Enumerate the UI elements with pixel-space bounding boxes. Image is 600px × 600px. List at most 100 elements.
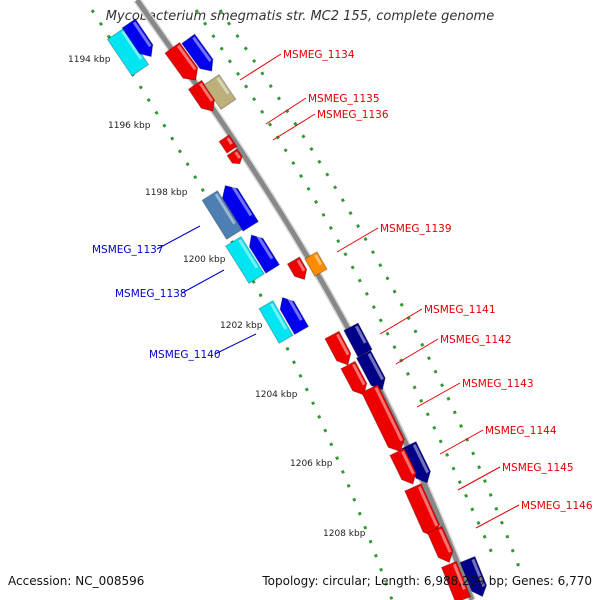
gene-small-2-highlight [234,151,241,159]
gene-msmeg-1148-shape [459,555,488,598]
gene-small-2 [226,148,243,165]
reverse-label-leader-0 [156,225,201,250]
gene-msmeg-1145-highlight [401,450,415,475]
gene-msmeg-1139-b-highlight [314,254,323,266]
tick-label-6: 1206 kbp [290,459,333,469]
forward-gene-label-2: MSMEG_1136 [317,109,389,121]
gene-msmeg-1137-a-highlight [214,193,236,225]
tick-label-2: 1198 kbp [145,188,188,198]
tick-label-4: 1202 kbp [220,321,263,331]
gene-msmeg-1147-highlight [452,563,466,590]
gene-msmeg-1146-b-highlight [438,528,452,553]
gene-msmeg-1144-highlight [412,444,430,474]
gene-msmeg-1146-a-highlight [417,486,439,527]
gene-msmeg-1140-b-shape [279,296,310,336]
reverse-gene-label-1: MSMEG_1138 [115,288,187,300]
genome-stats-text: Topology: circular; Length: 6,988,209 bp… [262,574,592,588]
forward-label-leader-7 [439,429,484,455]
forward-gene-label-9: MSMEG_1146 [521,500,593,512]
gene-msmeg-1135-highlight [199,82,214,102]
gene-rev-2-highlight [132,21,152,48]
gene-msmeg-1136-shape [203,73,237,111]
forward-label-leader-6 [416,382,461,408]
forward-label-leader-2 [272,113,316,141]
forward-gene-label-8: MSMEG_1145 [502,462,574,474]
gene-msmeg-1137-a-shape [201,190,243,240]
gene-msmeg-1139-a-shape [286,256,308,281]
gene-msmeg-1137-a [201,190,243,240]
accession-text: Accession: NC_008596 [8,574,145,588]
reverse-label-leader-1 [181,269,225,294]
gene-msmeg-1138-b-shape [248,234,281,274]
gene-msmeg-1137-b [221,183,260,232]
forward-label-leader-4 [379,308,423,335]
gene-msmeg-1147 [440,560,472,600]
gene-msmeg-1139-a [286,256,308,281]
gene-msmeg-1139-a-highlight [296,259,306,272]
gene-msmeg-1139-b-shape [304,251,328,277]
gene-msmeg-1147-shape [440,560,472,600]
gene-msmeg-1143-a-highlight [352,363,366,386]
gene-msmeg-1134-a-shape [164,41,199,81]
gene-msmeg-1146-b-shape [426,525,454,564]
gene-msmeg-1136-highlight [216,77,230,95]
gene-msmeg-1141 [324,330,352,366]
forward-gene-label-7: MSMEG_1144 [485,425,557,437]
gene-msmeg-1145 [389,447,417,485]
ruler-forward-line-outer [194,9,497,561]
forward-label-leader-0 [239,53,282,81]
forward-label-leader-9 [475,504,520,529]
gene-msmeg-1140-b-highlight [286,296,303,321]
tick-label-5: 1204 kbp [255,390,298,400]
gene-msmeg-1143-b-shape [360,383,406,453]
gene-msmeg-1141-shape [324,330,352,366]
gene-msmeg-1142-a [343,322,373,358]
reverse-label-leader-2 [214,333,257,355]
gene-msmeg-1142-a-highlight [354,325,367,344]
gene-msmeg-1145-shape [389,447,417,485]
gene-msmeg-1140-a-shape [258,299,294,345]
gene-msmeg-1139-b [304,251,328,277]
gene-msmeg-1136 [203,73,237,111]
reverse-gene-label-2: MSMEG_1140 [149,349,221,361]
gene-msmeg-1143-b-highlight [374,387,404,442]
gene-msmeg-1134-a-highlight [177,45,197,71]
gene-msmeg-1134-a [164,41,199,81]
gene-small-1-highlight [226,137,233,145]
gene-rev-2 [121,18,154,58]
gene-msmeg-1134-b-highlight [192,36,212,62]
gene-msmeg-1138-b [248,233,281,274]
tick-label-3: 1200 kbp [183,255,226,265]
gene-msmeg-1144-shape [400,440,431,484]
forward-label-leader-1 [265,97,307,125]
gene-rev-1-highlight [121,30,143,60]
gene-msmeg-1143-a [340,360,368,396]
gene-msmeg-1142-a-shape [343,322,373,358]
gene-rev-2-shape [121,18,154,58]
gene-small-2-shape [226,148,243,165]
gene-msmeg-1140-a [258,299,294,345]
gene-msmeg-1146-b [426,525,454,564]
forward-gene-label-1: MSMEG_1135 [308,93,380,105]
forward-gene-label-5: MSMEG_1142 [440,334,512,346]
gene-msmeg-1148-highlight [471,558,486,587]
forward-gene-label-3: MSMEG_1139 [380,223,452,235]
gene-msmeg-1134-b [181,33,214,72]
gene-msmeg-1137-b-highlight [230,183,253,217]
gene-msmeg-1142-b-highlight [367,353,384,381]
forward-label-leader-3 [336,227,379,253]
gene-msmeg-1143-b [360,383,406,453]
gene-msmeg-1134-b-shape [181,33,214,72]
gene-msmeg-1143-a-shape [340,360,368,396]
tick-label-7: 1208 kbp [323,529,366,539]
forward-gene-label-0: MSMEG_1134 [283,49,355,61]
forward-label-leader-5 [395,338,439,365]
tick-label-1: 1196 kbp [108,121,151,131]
gene-msmeg-1148 [459,555,488,598]
gene-msmeg-1138-b-highlight [255,233,274,260]
gene-msmeg-1138-a-shape [225,235,265,285]
gene-msmeg-1141-highlight [336,333,350,356]
tick-label-0: 1194 kbp [68,55,111,65]
map-title: Mycobacterium smegmatis str. MC2 155, co… [105,9,495,24]
